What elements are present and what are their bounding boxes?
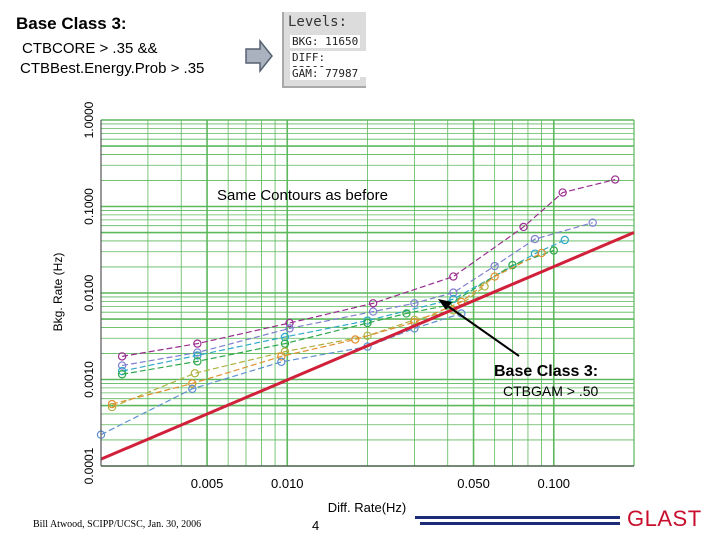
series-point: [558, 188, 567, 197]
series-point: [449, 272, 458, 281]
series-point: [188, 384, 197, 394]
series-point: [363, 318, 372, 328]
glast-logo: GLAST: [627, 506, 702, 531]
footer-rule-bottom: [420, 522, 620, 525]
chart-grid: [100, 119, 635, 467]
levels-row-gam: GAM: 77987: [290, 67, 361, 80]
series-point: [117, 352, 127, 361]
series-point: [107, 399, 117, 409]
series-point: [285, 318, 294, 328]
series-line: [111, 285, 485, 408]
series-point: [549, 246, 558, 255]
series-line: [122, 178, 616, 357]
series-point: [277, 352, 286, 361]
annotation-base-class-title: Base Class 3:: [494, 363, 598, 380]
series-point: [490, 272, 499, 281]
series-point: [193, 339, 202, 348]
annotation-base-class-cut: CTBGAM > .50: [503, 383, 599, 399]
x-tick-label: 0.010: [271, 476, 304, 491]
series-point: [368, 307, 378, 316]
series-point: [188, 379, 197, 388]
series-point: [117, 370, 127, 379]
series-point: [519, 222, 528, 232]
series-point: [190, 369, 200, 378]
series-line: [122, 249, 554, 375]
x-tick-label: 0.100: [538, 476, 571, 491]
series-line: [121, 222, 593, 367]
y-tick-label: 0.0001: [82, 447, 96, 484]
page-number: 4: [312, 518, 320, 533]
series-point: [193, 351, 202, 360]
series-point: [193, 357, 202, 366]
series-point: [410, 299, 419, 308]
slide-title: Base Class 3:: [16, 14, 127, 33]
series-point: [117, 361, 127, 370]
series-point: [560, 235, 570, 245]
series-point: [449, 288, 458, 297]
series-4: [117, 246, 558, 379]
series-5: [107, 282, 489, 412]
levels-row-bkg: BKG: 11650: [290, 35, 361, 48]
series-point: [490, 261, 499, 271]
x-axis-label: Diff. Rate(Hz): [328, 500, 407, 515]
cut-line-2: CTBBest.Energy.Prob > .35: [20, 60, 205, 77]
footer-rule-top: [415, 516, 620, 519]
series-point: [285, 324, 294, 333]
series-point: [410, 315, 419, 324]
series-point: [508, 260, 517, 270]
series-point: [193, 348, 202, 357]
annotation-arrow-line: [441, 301, 520, 357]
footer-author: Bill Atwood, SCIPP/UCSC, Jan. 30, 2006: [33, 519, 202, 530]
series-point: [277, 357, 286, 367]
series-point: [610, 175, 620, 184]
y-tick-label: 0.1000: [82, 188, 96, 225]
chart-series: [96, 175, 620, 439]
series-2: [117, 218, 597, 370]
series-line: [111, 252, 542, 405]
y-axis-label: Bkg. Rate (Hz): [51, 253, 65, 332]
series-point: [363, 331, 372, 341]
series-line: [100, 312, 462, 436]
right-arrow-icon: [245, 38, 273, 74]
reference-line: [100, 231, 635, 461]
series-3: [117, 235, 570, 376]
series-point: [530, 234, 540, 244]
series-point: [363, 316, 372, 325]
series-line: [121, 239, 566, 372]
chart-reference: [100, 231, 635, 461]
x-tick-label: 0.050: [457, 476, 490, 491]
series-point: [588, 218, 597, 227]
cut-line-1: CTBCORE > .35 &&: [22, 40, 158, 57]
y-tick-label: 1.0000: [82, 101, 96, 138]
y-tick-label: 0.0100: [82, 274, 96, 311]
series-point: [117, 366, 127, 376]
series-1: [117, 175, 620, 361]
series-point: [351, 335, 360, 344]
chart-annotations: [438, 299, 520, 357]
series-point: [402, 309, 411, 318]
annotation-arrow-head-icon: [438, 299, 452, 310]
series-point: [537, 248, 546, 258]
chart-axes: 0.0001 0.0010 0.0100 0.1000 1.0000 0.005 0.010…: [82, 101, 634, 491]
annotation-same-contours: Same Contours as before: [217, 187, 388, 204]
levels-title: Levels:: [288, 14, 348, 30]
series-point: [280, 339, 290, 348]
y-tick-label: 0.0010: [82, 361, 96, 398]
series-point: [368, 299, 378, 308]
levels-panel: Levels: BKG: 11650 DIFF: 22200 GAM: 7798…: [282, 12, 366, 88]
x-tick-label: 0.005: [191, 476, 224, 491]
series-6: [107, 248, 546, 409]
